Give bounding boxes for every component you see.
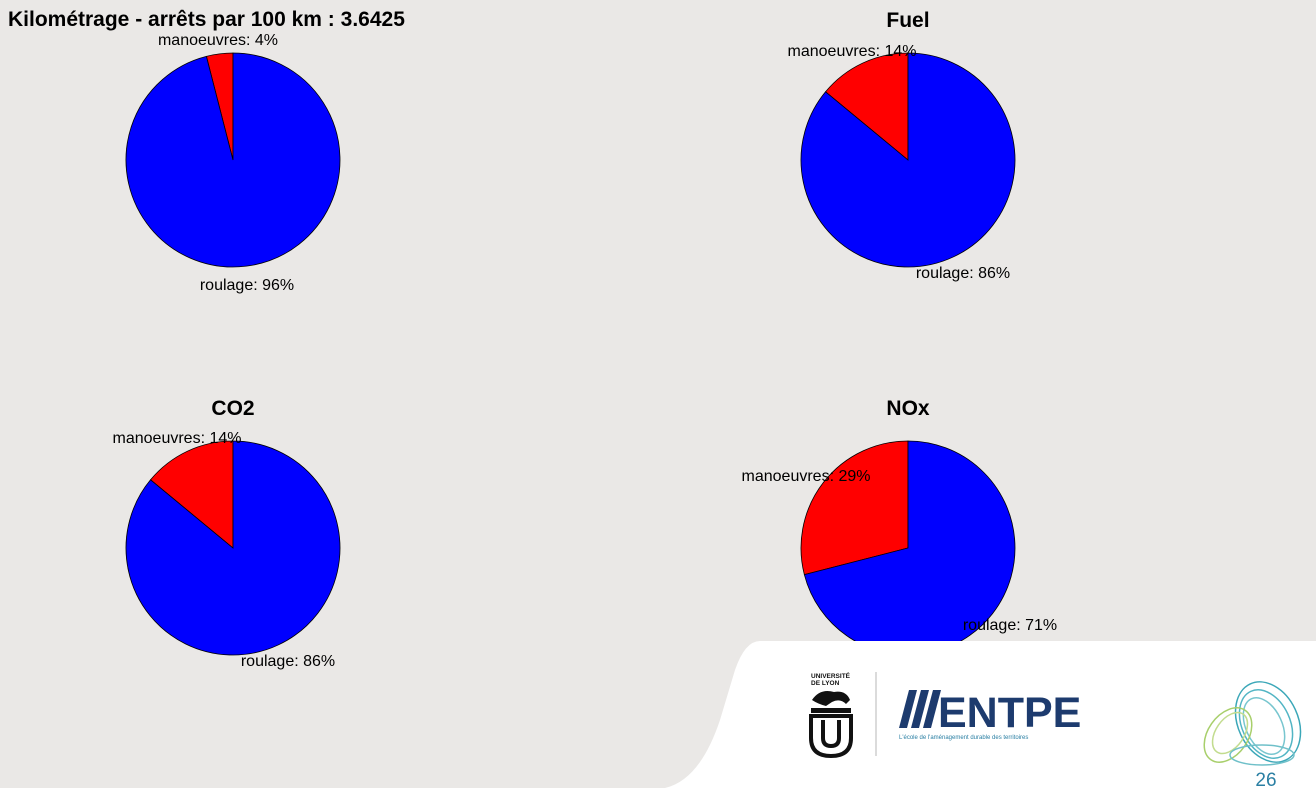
chart-title: CO2	[211, 397, 254, 420]
slice-label-manoeuvres: manoeuvres: 29%	[742, 468, 871, 485]
university-logo-text-line2: DE LYON	[811, 680, 840, 687]
slice-label-manoeuvres: manoeuvres: 14%	[788, 43, 917, 60]
entpe-tagline: L'école de l'aménagement durable des ter…	[899, 735, 1028, 741]
entpe-slashes-icon	[899, 690, 941, 728]
university-logo-text-line1: UNIVERSITÉ	[811, 671, 851, 680]
slice-label-roulage: roulage: 96%	[200, 277, 294, 294]
lion-icon	[812, 691, 850, 706]
decorative-spiral-logo	[1203, 681, 1302, 766]
universite-de-lyon-logo: UNIVERSITÉ DE LYON	[809, 671, 853, 759]
chart-nox: NOx	[800, 397, 1016, 656]
page-number: 26	[1255, 770, 1276, 788]
chart-fuel: Fuel manoeuvres: 14% roulage: 86%	[788, 9, 1016, 282]
pie-slice-roulage	[803, 440, 1016, 656]
slice-label-roulage: roulage: 86%	[916, 265, 1010, 282]
logo-band	[811, 708, 851, 713]
slice-label-manoeuvres: manoeuvres: 14%	[113, 430, 242, 447]
chart-co2: CO2 manoeuvres: 14% roulage: 86%	[113, 397, 341, 670]
pie-slice-manoeuvres	[800, 440, 909, 576]
chart-title: Kilométrage - arrêts par 100 km : 3.6425	[8, 8, 405, 31]
chart-kilometrage: Kilométrage - arrêts par 100 km : 3.6425…	[8, 8, 405, 294]
slice-label-roulage: roulage: 86%	[241, 653, 335, 670]
chart-title: NOx	[886, 397, 930, 420]
entpe-name: ENTPE	[938, 689, 1081, 737]
chart-title: Fuel	[886, 9, 929, 32]
footer-panel	[665, 641, 1316, 788]
logo-u-shape	[821, 720, 841, 749]
pie-slice-manoeuvres	[824, 52, 909, 161]
pie-slice-roulage	[800, 52, 1016, 268]
logo-shield	[809, 714, 853, 759]
pie-slice-manoeuvres	[149, 440, 234, 549]
entpe-logo: ENTPE L'école de l'aménagement durable d…	[899, 689, 1081, 741]
slice-label-roulage: roulage: 71%	[963, 617, 1057, 634]
slice-label-manoeuvres: manoeuvres: 4%	[158, 32, 278, 49]
pie-slice-roulage	[125, 440, 341, 656]
pie-slice-roulage	[125, 52, 341, 268]
